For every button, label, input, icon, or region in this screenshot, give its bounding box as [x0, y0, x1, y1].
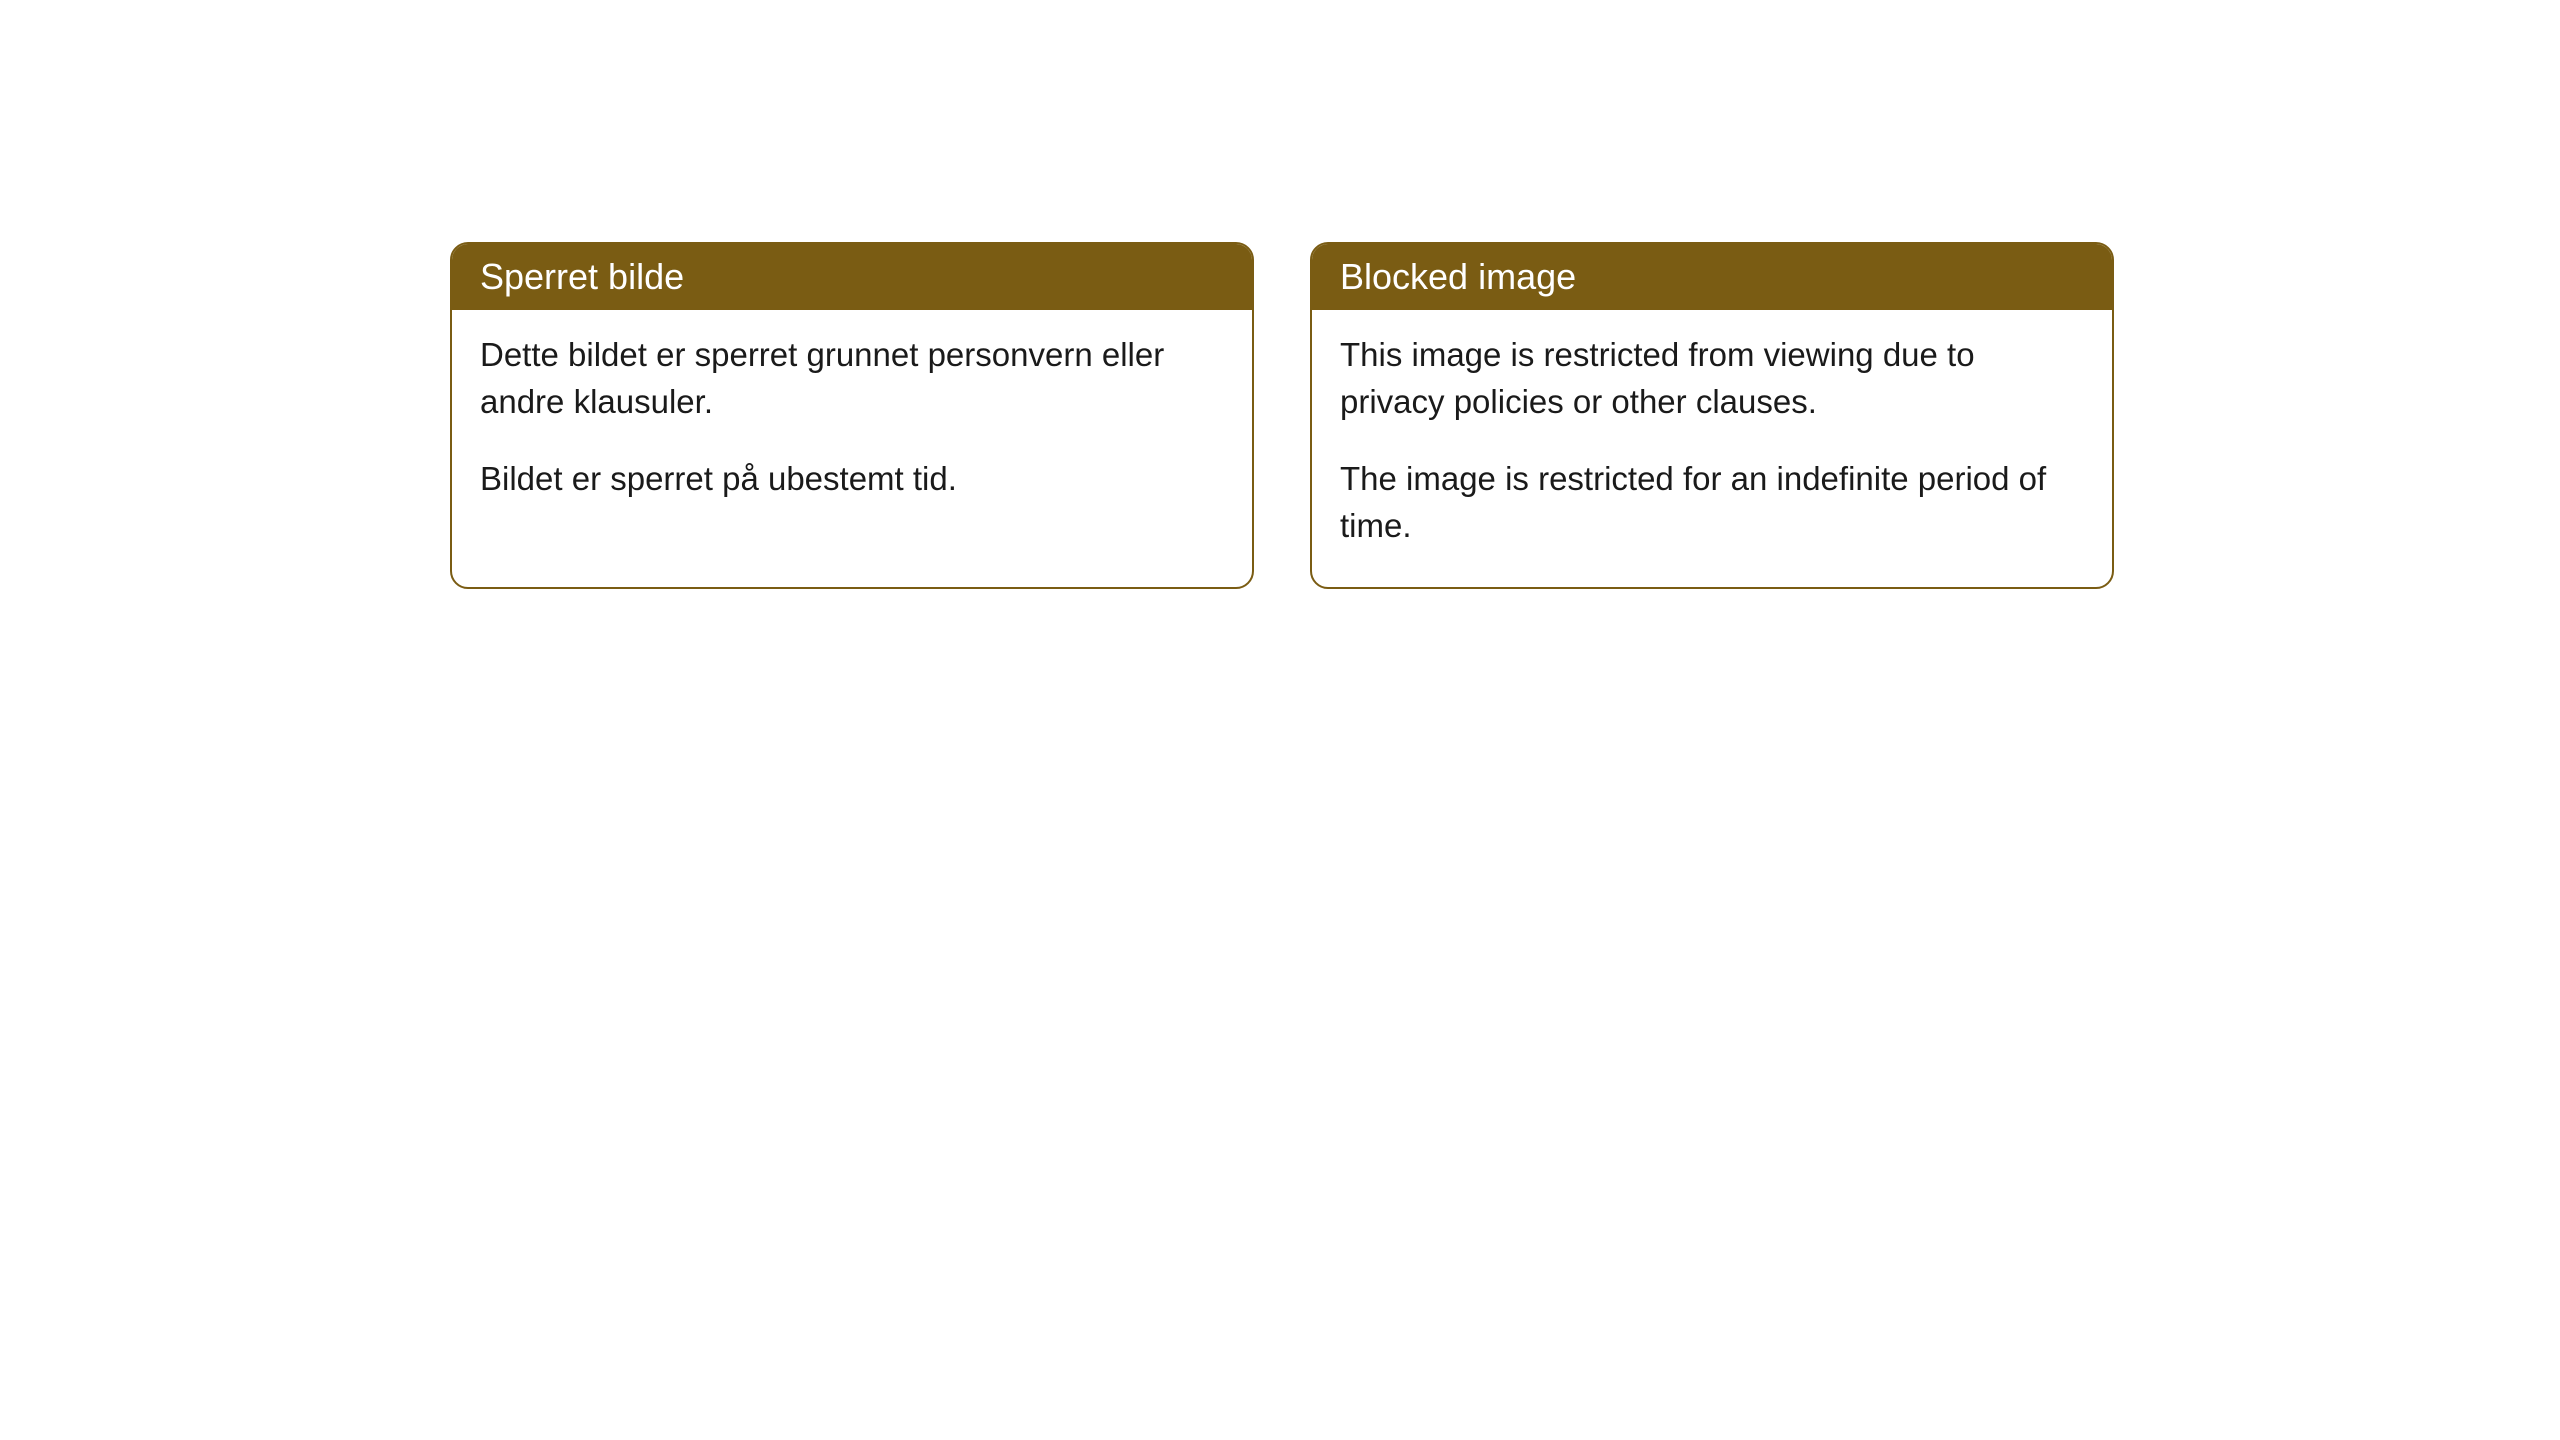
notice-body: This image is restricted from viewing du… — [1312, 310, 2112, 587]
notice-paragraph: This image is restricted from viewing du… — [1340, 332, 2084, 426]
notice-header: Blocked image — [1312, 244, 2112, 310]
notice-body: Dette bildet er sperret grunnet personve… — [452, 310, 1252, 541]
notice-container: Sperret bilde Dette bildet er sperret gr… — [0, 0, 2560, 589]
notice-card-english: Blocked image This image is restricted f… — [1310, 242, 2114, 589]
notice-paragraph: The image is restricted for an indefinit… — [1340, 456, 2084, 550]
notice-paragraph: Bildet er sperret på ubestemt tid. — [480, 456, 1224, 503]
notice-paragraph: Dette bildet er sperret grunnet personve… — [480, 332, 1224, 426]
notice-card-norwegian: Sperret bilde Dette bildet er sperret gr… — [450, 242, 1254, 589]
notice-header: Sperret bilde — [452, 244, 1252, 310]
